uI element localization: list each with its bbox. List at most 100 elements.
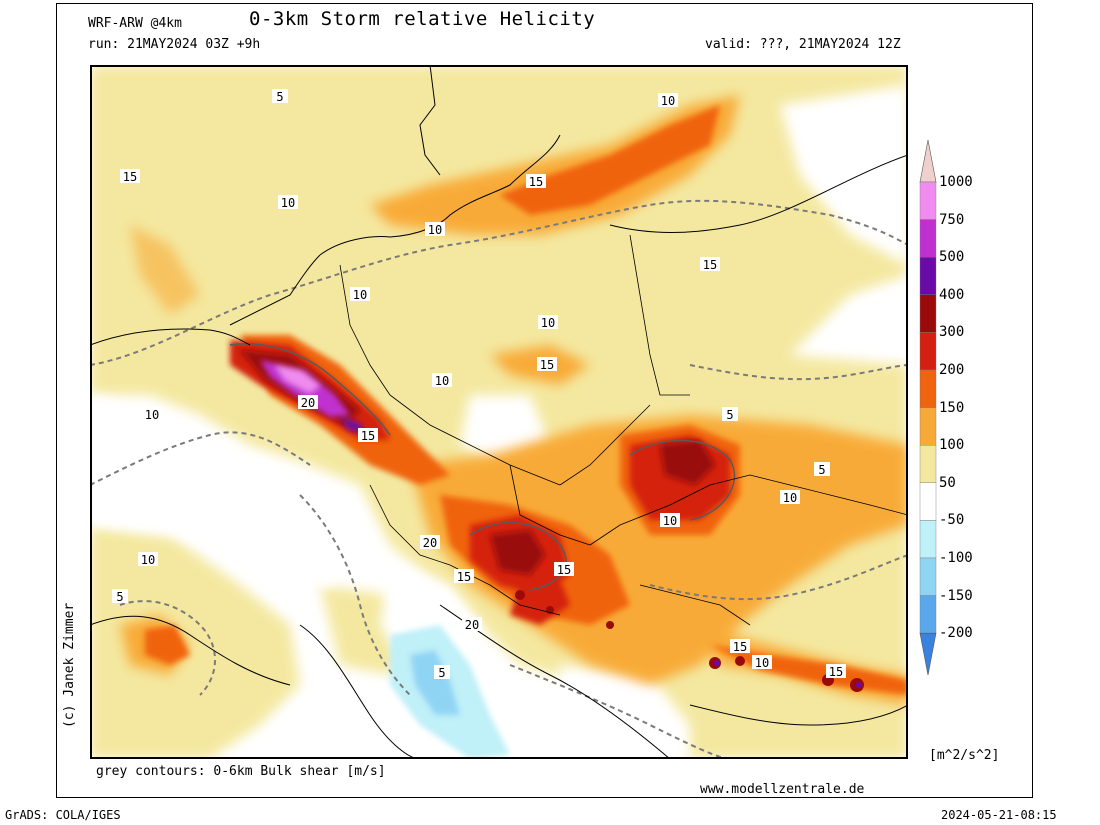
contour-label: 10	[138, 552, 158, 567]
svg-text:10: 10	[281, 196, 295, 210]
colorbar-tick-label: 400	[939, 286, 965, 303]
svg-text:15: 15	[361, 429, 375, 443]
contour-label: 15	[537, 357, 557, 372]
contour-label: 10	[350, 287, 370, 302]
contour-label: 5	[722, 407, 738, 422]
colorbar-unit: [m^2/s^2]	[929, 748, 1000, 763]
model-label: WRF-ARW @4km	[88, 16, 182, 31]
svg-text:10: 10	[783, 491, 797, 505]
colorbar-tick-label: 200	[939, 362, 965, 378]
svg-text:5: 5	[726, 408, 733, 422]
colorbar-bottom-arrow	[919, 632, 937, 675]
colorbar-tick-label: -200	[939, 625, 973, 642]
contour-label: 10	[538, 315, 558, 330]
contour-label: 10	[278, 195, 298, 210]
website-link[interactable]: www.modellzentrale.de	[700, 782, 865, 797]
svg-text:20: 20	[301, 396, 315, 410]
contour-label: 15	[454, 569, 474, 584]
contour-label: 10	[658, 93, 678, 108]
colorbar-top-arrow	[919, 140, 937, 183]
colorbar-tick-label: -150	[939, 587, 973, 604]
colorbar-tick-label: 50	[939, 474, 956, 491]
colorbar-tick-label: 1000	[939, 174, 973, 190]
contour-label: 15	[358, 428, 378, 443]
contour-label: 5	[434, 665, 450, 680]
colorbar-segment	[919, 181, 937, 220]
country-borders	[339, 234, 908, 626]
colorbar-tick-label: -100	[939, 550, 973, 566]
figure-frame	[56, 3, 1033, 798]
colorbar-segments	[919, 140, 937, 675]
contour-label: 10	[752, 655, 772, 670]
svg-text:10: 10	[145, 408, 159, 422]
svg-text:15: 15	[123, 170, 137, 184]
svg-text:10: 10	[663, 514, 677, 528]
shear-contours-solid	[229, 343, 736, 591]
contour-label: 15	[526, 174, 546, 189]
colorbar-tick-label: 150	[939, 399, 965, 416]
colorbar-tick-label: 500	[939, 249, 965, 266]
coastlines	[90, 65, 908, 759]
valid-time: valid: ???, 21MAY2024 12Z	[705, 37, 901, 52]
svg-text:10: 10	[541, 316, 555, 330]
colorbar-segment	[919, 256, 937, 295]
svg-text:5: 5	[116, 590, 123, 604]
contour-label: 15	[730, 639, 750, 654]
grads-label: GrADS: COLA/IGES	[5, 808, 121, 822]
contour-label: 10	[425, 222, 445, 237]
timestamp: 2024-05-21-08:15	[941, 808, 1057, 822]
svg-text:15: 15	[733, 640, 747, 654]
contour-label: 15	[826, 664, 846, 679]
svg-text:10: 10	[755, 656, 769, 670]
colorbar-segment	[919, 557, 937, 596]
contour-label: 10	[432, 373, 452, 388]
svg-text:15: 15	[529, 175, 543, 189]
cells-purple	[714, 660, 862, 688]
colorbar-tick-label: 300	[939, 324, 965, 341]
svg-text:15: 15	[540, 358, 554, 372]
colorbar-segment	[919, 219, 937, 258]
chart-title: 0-3km Storm relative Helicity	[249, 8, 596, 30]
contour-label: 5	[112, 589, 128, 604]
colorbar-segment	[919, 332, 937, 371]
field-negative	[390, 625, 510, 759]
svg-text:20: 20	[423, 536, 437, 550]
contour-label: 15	[700, 257, 720, 272]
contour-label: 10	[660, 513, 680, 528]
contour-note: grey contours: 0-6km Bulk shear [m/s]	[96, 764, 386, 779]
contour-label: 15	[554, 562, 574, 577]
contour-label: 20	[462, 617, 482, 632]
colorbar-segment	[919, 294, 937, 333]
colorbar-segment	[919, 482, 937, 521]
svg-text:10: 10	[435, 374, 449, 388]
colorbar-segment	[919, 407, 937, 446]
contour-label: 10	[142, 407, 162, 422]
colorbar-tick-label: 750	[939, 211, 965, 228]
colorbar-tick-label: 100	[939, 437, 965, 454]
svg-text:15: 15	[829, 665, 843, 679]
contour-label: 5	[272, 89, 288, 104]
helicity-map: 5 10 15 10 15 10 10 10 15 20 15 10 10 15…	[90, 65, 908, 759]
author-credit: (c) Janek Zimmer	[62, 602, 77, 728]
colorbar-segment	[919, 445, 937, 484]
map-border	[90, 65, 908, 759]
contour-label: 5	[814, 462, 830, 477]
svg-text:10: 10	[428, 223, 442, 237]
contour-labels: 5 10 15 10 15 10 10 10 15 20 15 10 10 15…	[112, 89, 846, 680]
svg-text:20: 20	[465, 618, 479, 632]
colorbar-segment	[919, 369, 937, 408]
contour-label: 15	[120, 169, 140, 184]
colorbar-tick-label: -50	[939, 512, 965, 529]
svg-text:10: 10	[661, 94, 675, 108]
contour-label: 20	[420, 535, 440, 550]
svg-text:15: 15	[557, 563, 571, 577]
colorbar	[919, 140, 937, 675]
svg-text:5: 5	[438, 666, 445, 680]
shear-contours	[90, 199, 908, 759]
contour-label: 10	[780, 490, 800, 505]
colorbar-segment	[919, 520, 937, 559]
svg-text:10: 10	[141, 553, 155, 567]
colorbar-segment	[919, 595, 937, 634]
run-time: run: 21MAY2024 03Z +9h	[88, 37, 261, 52]
svg-text:5: 5	[818, 463, 825, 477]
